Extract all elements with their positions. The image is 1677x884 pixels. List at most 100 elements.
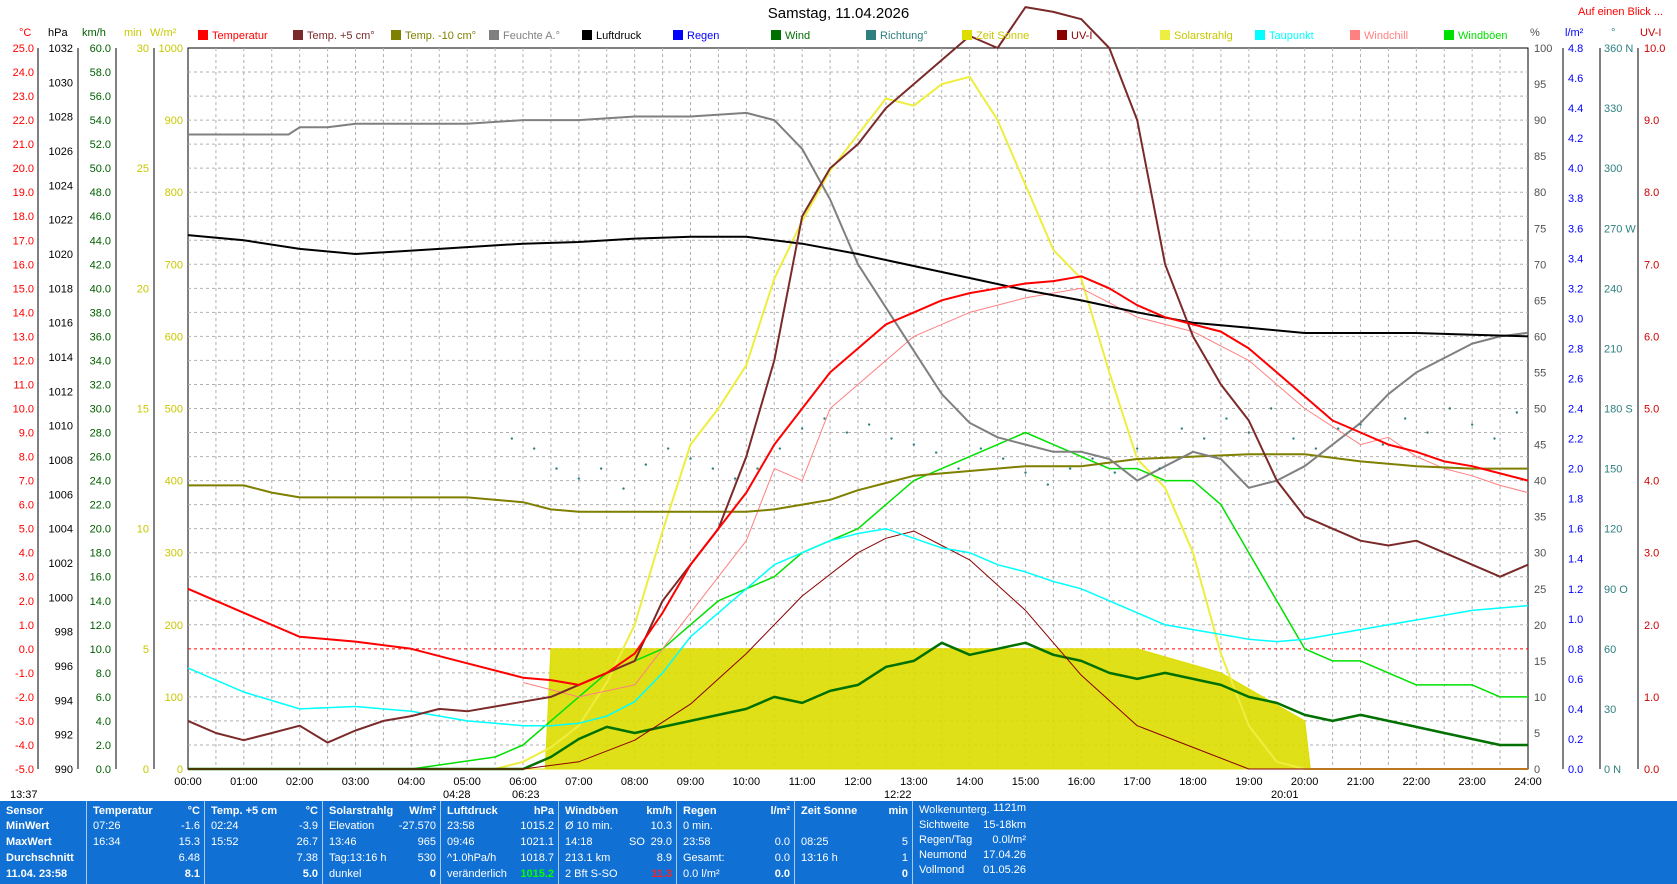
y-tick-label-temp: 3.0 — [19, 572, 34, 584]
stats-col-solar: Solarstrahlg W/m² Elevation -27.570 13:46 9… — [323, 801, 441, 884]
y-tick-label-lm2: 0.6 — [1568, 674, 1583, 686]
y-tick-label-pct: 25 — [1534, 584, 1546, 596]
overview-link[interactable]: Auf einen Blick ... — [1578, 6, 1663, 18]
direction-point — [1024, 471, 1027, 474]
y-tick-label-uvi: 4.0 — [1644, 476, 1659, 488]
y-tick-label-uvi: 0.0 — [1644, 764, 1659, 776]
y-tick-label-temp: -3.0 — [15, 716, 34, 728]
y-tick-label-kmh: 38.0 — [90, 307, 111, 319]
y-tick-label-hpa: 1022 — [49, 215, 73, 227]
legend-swatch — [1444, 30, 1454, 40]
y-tick-label-wm2: 800 — [165, 187, 183, 199]
direction-point — [1493, 437, 1496, 440]
x-tick-label: 12:00 — [844, 776, 872, 788]
direction-point — [1336, 427, 1340, 430]
stats-col-luftdruck: Luftdruck hPa 23:58 1015.2 09:46 1021.1 ^1.… — [441, 801, 559, 884]
y-tick-label-kmh: 52.0 — [90, 139, 111, 151]
direction-point — [912, 443, 916, 446]
y-tick-label-uvi: 2.0 — [1644, 620, 1659, 632]
x-tick-label: 11:00 — [789, 776, 816, 788]
y-tick-label-temp: 22.0 — [13, 115, 34, 127]
y-tick-label-kmh: 20.0 — [90, 524, 111, 536]
y-tick-label-deg: 90 O — [1604, 584, 1628, 596]
direction-point — [666, 447, 670, 450]
direction-point — [510, 437, 514, 440]
y-tick-label-pct: 75 — [1534, 223, 1546, 235]
y-tick-label-kmh: 60.0 — [90, 43, 111, 55]
direction-point — [1448, 407, 1452, 410]
x-tick-label: 13:00 — [900, 776, 928, 788]
y-tick-label-temp: 0.0 — [19, 644, 34, 656]
y-tick-label-wm2: 200 — [165, 620, 183, 632]
y-tick-label-temp: 2.0 — [19, 596, 34, 608]
x-tick-label: 05:00 — [453, 776, 481, 788]
y-tick-label-wm2: 700 — [165, 259, 183, 271]
legend-swatch — [1057, 30, 1067, 40]
legend-label: Wind — [785, 30, 811, 42]
y-tick-label-wm2: 600 — [165, 331, 183, 343]
y-tick-label-temp: -5.0 — [15, 764, 34, 776]
direction-point — [689, 457, 692, 460]
direction-point — [756, 467, 759, 470]
legend-label: Luftdruck — [596, 30, 642, 42]
y-tick-label-pct: 90 — [1534, 115, 1546, 127]
direction-point — [1091, 457, 1094, 460]
y-tick-label-pct: 80 — [1534, 187, 1546, 199]
legend-label: Windchill — [1364, 30, 1409, 42]
y-tick-label-lm2: 2.8 — [1568, 343, 1583, 355]
direction-point — [979, 447, 983, 450]
legend-item: Solarstrahlg — [1160, 30, 1233, 42]
x-tick-label: 16:00 — [1068, 776, 1096, 788]
legend-label: Temperatur — [212, 30, 268, 42]
y-tick-label-uvi: 9.0 — [1644, 115, 1659, 127]
series-line-solarstrahlg — [188, 75, 1528, 770]
y-tick-label-kmh: 10.0 — [90, 644, 111, 656]
axis-header-hpa: hPa — [48, 27, 68, 39]
y-tick-label-temp: -4.0 — [15, 740, 34, 752]
y-tick-label-kmh: 26.0 — [90, 452, 111, 464]
y-tick-label-uvi: 5.0 — [1644, 404, 1659, 416]
y-tick-label-temp: 23.0 — [13, 91, 34, 103]
stats-col-sensor: Sensor MinWert MaxWert Durchschnitt 11.0… — [0, 801, 87, 884]
direction-point — [1314, 447, 1318, 450]
y-tick-label-pct: 95 — [1534, 79, 1546, 91]
axis-header-min: min — [124, 27, 142, 39]
y-tick-label-wm2: 0 — [177, 764, 183, 776]
y-tick-label-uvi: 1.0 — [1644, 692, 1659, 704]
y-tick-label-kmh: 54.0 — [90, 115, 111, 127]
axis-header-uvi: UV-I — [1640, 27, 1662, 39]
direction-point — [1068, 467, 1072, 470]
y-tick-label-deg: 330 — [1604, 103, 1622, 115]
y-tick-label-pct: 60 — [1534, 331, 1546, 343]
y-tick-label-lm2: 0.8 — [1568, 644, 1583, 656]
legend-swatch — [866, 30, 876, 40]
y-tick-label-hpa: 1024 — [49, 180, 73, 192]
y-tick-label-temp: 5.0 — [19, 524, 34, 536]
y-tick-label-hpa: 1016 — [49, 318, 73, 330]
y-tick-label-kmh: 12.0 — [90, 620, 111, 632]
direction-point — [1180, 427, 1184, 430]
x-tick-label: 24:00 — [1514, 776, 1542, 788]
y-tick-label-pct: 15 — [1534, 656, 1546, 668]
x-tick-label: 20:00 — [1291, 776, 1319, 788]
x-tick-label: 15:00 — [1012, 776, 1040, 788]
y-tick-label-hpa: 1028 — [49, 112, 73, 124]
y-tick-label-temp: 21.0 — [13, 139, 34, 151]
y-tick-label-temp: 14.0 — [13, 307, 34, 319]
direction-point — [555, 467, 558, 470]
direction-point — [934, 451, 938, 454]
y-tick-label-temp: 25.0 — [13, 43, 34, 55]
axis-header-wm2: W/m² — [150, 27, 177, 39]
legend-label: Windböen — [1458, 30, 1508, 42]
y-tick-label-pct: 40 — [1534, 476, 1546, 488]
stats-col-info: Wolkenunterg. 1121m Sichtweite 15-18km Reg… — [919, 802, 1026, 876]
direction-point — [1381, 443, 1385, 446]
stats-panel: Sensor MinWert MaxWert Durchschnitt 11.0… — [0, 801, 1677, 884]
y-tick-label-deg: 360 N — [1604, 43, 1633, 55]
y-tick-label-pct: 50 — [1534, 404, 1546, 416]
y-tick-label-kmh: 48.0 — [90, 187, 111, 199]
legend-label: Temp. -10 cm° — [405, 30, 477, 42]
direction-point — [1113, 471, 1117, 474]
direction-point — [1403, 417, 1407, 420]
